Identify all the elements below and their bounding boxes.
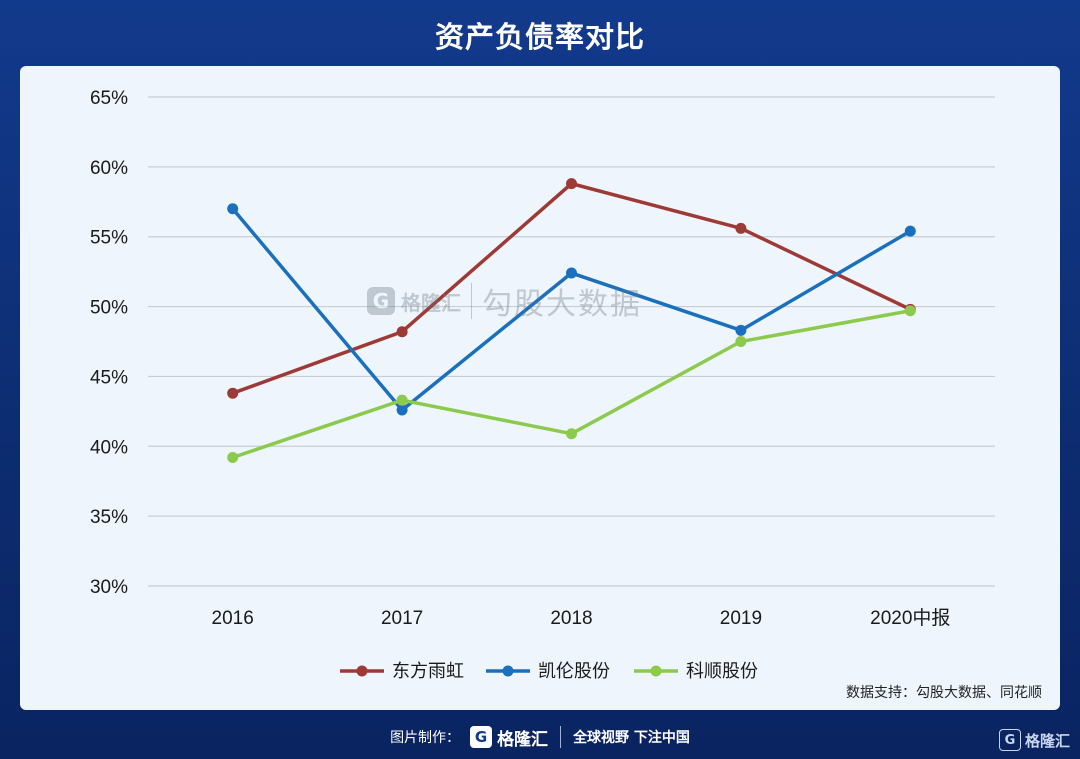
chart-panel: 30% 35% 40% 45% 50% 55% 60% 65% 2016 2017 2018 2019… <box>20 66 1060 710</box>
data-point <box>566 267 577 279</box>
data-point <box>904 305 916 317</box>
y-tick-label: 40% <box>90 437 128 458</box>
data-source-note: 数据支持：勾股大数据、同花顺 <box>846 685 1042 701</box>
legend-marker <box>502 665 514 677</box>
x-tick-label: 2018 <box>550 608 592 629</box>
y-tick-label: 65% <box>90 88 128 109</box>
data-point <box>735 222 747 234</box>
footer-label: 图片制作： <box>390 730 461 746</box>
footer-slogan: 全球视野 下注中国 <box>573 730 690 746</box>
footer-logo-icon: G <box>470 726 493 748</box>
watermark-text: 勾股大数据 <box>482 287 642 322</box>
data-point <box>566 178 577 190</box>
y-tick-label: 50% <box>90 298 128 319</box>
y-tick-label: 45% <box>90 367 128 388</box>
corner-logo-icon: G <box>998 729 1021 751</box>
data-point <box>735 324 747 336</box>
y-tick-label: 60% <box>90 158 128 179</box>
x-tick-label: 2019 <box>720 608 762 629</box>
data-point <box>904 225 916 237</box>
footer-brand: 格隆汇 <box>497 729 549 750</box>
data-point <box>566 428 577 440</box>
legend-label: 东方雨虹 <box>392 661 464 682</box>
legend-marker <box>650 665 662 677</box>
watermark-logo-icon: G <box>367 287 395 315</box>
data-point <box>227 451 239 463</box>
x-tick-label: 2020中报 <box>870 607 950 629</box>
y-tick-label: 35% <box>90 507 128 528</box>
footer-bar: 图片制作： G 格隆汇 全球视野 下注中国 <box>0 722 1080 752</box>
data-point <box>227 387 239 399</box>
line-chart: 30% 35% 40% 45% 50% 55% 60% 65% 2016 2017 2018 2019… <box>90 88 995 682</box>
chart-title: 资产负债率对比 <box>434 20 645 54</box>
watermark-divider <box>471 283 472 319</box>
corner-brand-text: 格隆汇 <box>1024 731 1070 750</box>
x-tick-label: 2017 <box>381 608 423 629</box>
data-point <box>227 203 239 215</box>
y-tick-label: 55% <box>90 228 128 249</box>
legend-marker <box>356 665 368 677</box>
y-tick-label: 30% <box>90 577 128 598</box>
footer-divider <box>560 726 562 748</box>
data-point <box>735 336 747 347</box>
data-point <box>396 394 408 406</box>
legend-label: 科顺股份 <box>686 661 758 682</box>
watermark-brand: 格隆汇 <box>401 290 461 315</box>
legend-label: 凯伦股份 <box>538 661 610 682</box>
data-point <box>396 326 408 338</box>
data-point <box>396 404 408 416</box>
watermark: G 格隆汇 勾股大数据 <box>367 279 642 323</box>
x-tick-label: 2016 <box>212 608 254 629</box>
corner-brand: G 格隆汇 <box>998 729 1070 751</box>
